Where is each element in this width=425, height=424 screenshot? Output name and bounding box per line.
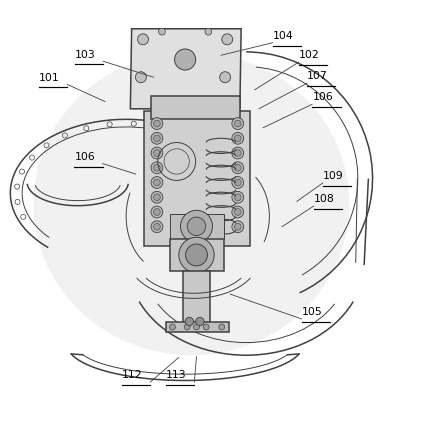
Circle shape bbox=[222, 34, 233, 45]
Circle shape bbox=[235, 120, 241, 127]
Circle shape bbox=[196, 317, 204, 326]
Text: 106: 106 bbox=[312, 92, 333, 103]
Circle shape bbox=[153, 120, 160, 127]
Circle shape bbox=[186, 244, 207, 266]
Circle shape bbox=[235, 194, 241, 201]
Circle shape bbox=[235, 165, 241, 171]
Circle shape bbox=[159, 28, 165, 35]
Circle shape bbox=[136, 72, 146, 83]
Circle shape bbox=[219, 324, 225, 330]
Text: 108: 108 bbox=[314, 195, 334, 204]
Text: 113: 113 bbox=[166, 371, 187, 380]
Circle shape bbox=[232, 191, 244, 203]
Circle shape bbox=[235, 135, 241, 142]
Circle shape bbox=[235, 179, 241, 186]
Circle shape bbox=[232, 132, 244, 144]
Circle shape bbox=[193, 324, 199, 330]
Circle shape bbox=[220, 72, 231, 83]
Text: 103: 103 bbox=[75, 50, 96, 59]
Circle shape bbox=[235, 223, 241, 230]
Circle shape bbox=[184, 324, 190, 330]
Circle shape bbox=[170, 324, 176, 330]
Circle shape bbox=[151, 221, 163, 233]
Circle shape bbox=[151, 162, 163, 174]
Circle shape bbox=[151, 191, 163, 203]
Ellipse shape bbox=[34, 52, 349, 355]
Circle shape bbox=[151, 147, 163, 159]
Text: 112: 112 bbox=[122, 371, 142, 380]
Circle shape bbox=[235, 150, 241, 156]
Polygon shape bbox=[130, 29, 241, 109]
Circle shape bbox=[232, 221, 244, 233]
Circle shape bbox=[153, 135, 160, 142]
Bar bbox=[170, 240, 224, 271]
Text: 107: 107 bbox=[307, 71, 328, 81]
Circle shape bbox=[153, 179, 160, 186]
Bar bbox=[166, 321, 229, 332]
Text: 109: 109 bbox=[323, 171, 343, 181]
Circle shape bbox=[205, 28, 212, 35]
Circle shape bbox=[138, 34, 148, 45]
Bar bbox=[170, 214, 224, 240]
Circle shape bbox=[185, 317, 193, 326]
Circle shape bbox=[232, 206, 244, 218]
Circle shape bbox=[232, 117, 244, 129]
Text: 104: 104 bbox=[273, 31, 294, 41]
Circle shape bbox=[153, 150, 160, 156]
Circle shape bbox=[153, 209, 160, 215]
Text: 106: 106 bbox=[74, 152, 95, 162]
Circle shape bbox=[151, 206, 163, 218]
Circle shape bbox=[235, 209, 241, 215]
Circle shape bbox=[232, 162, 244, 174]
Circle shape bbox=[179, 237, 214, 273]
Circle shape bbox=[153, 223, 160, 230]
Circle shape bbox=[187, 217, 206, 236]
Text: 101: 101 bbox=[39, 73, 60, 83]
Bar bbox=[144, 111, 249, 245]
Circle shape bbox=[153, 194, 160, 201]
Circle shape bbox=[151, 117, 163, 129]
Circle shape bbox=[232, 147, 244, 159]
Circle shape bbox=[151, 132, 163, 144]
Text: 102: 102 bbox=[299, 50, 320, 60]
Circle shape bbox=[175, 49, 196, 70]
Bar bbox=[183, 271, 210, 326]
Circle shape bbox=[232, 177, 244, 188]
Circle shape bbox=[153, 165, 160, 171]
Circle shape bbox=[151, 177, 163, 188]
Bar bbox=[151, 96, 240, 119]
Circle shape bbox=[203, 324, 209, 330]
Circle shape bbox=[181, 210, 212, 243]
Text: 105: 105 bbox=[302, 307, 323, 317]
